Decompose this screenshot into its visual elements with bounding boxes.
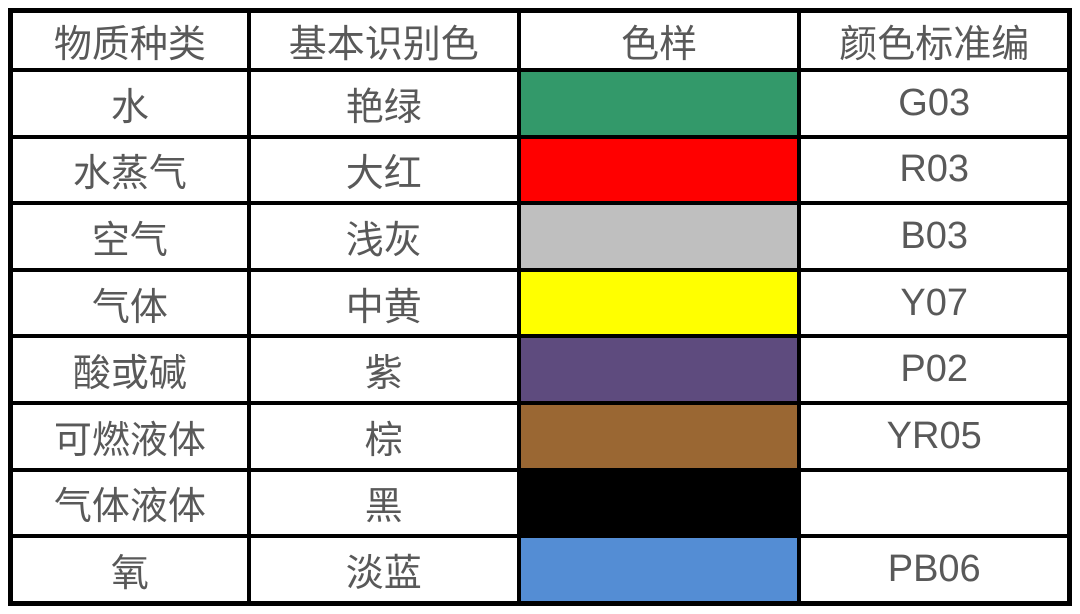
substance-cell: 氧 [8, 534, 251, 606]
color-swatch [516, 134, 802, 206]
color-code-cell: B03 [797, 201, 1072, 272]
table-row: 空气 浅灰 B03 [8, 201, 1072, 272]
header-color-sample: 色样 [516, 8, 802, 72]
table-row: 氧淡蓝 PB06 [8, 534, 1072, 606]
color-swatch [516, 68, 802, 139]
header-substance-type: 物质种类 [8, 8, 251, 72]
color-name-cell: 紫 [246, 334, 521, 406]
substance-cell: 气体液体 [8, 467, 251, 539]
table-row: 水蒸气 大红 R03 [8, 134, 1072, 206]
color-name-cell: 淡蓝 [246, 534, 521, 606]
substance-cell: 空气 [8, 201, 251, 272]
color-name-cell: 黑 [246, 467, 521, 539]
table-row: 气体液体黑 [8, 467, 1072, 539]
color-code-cell: G03 [797, 68, 1072, 139]
header-row: 物质种类 基本识别色 色样 颜色标准编 [8, 8, 1072, 72]
header-identification-color: 基本识别色 [246, 8, 521, 72]
color-name-cell: 大红 [246, 134, 521, 206]
color-swatch [516, 467, 802, 539]
color-name-cell: 中黄 [246, 267, 521, 339]
table-row: 可燃液体棕 YR05 [8, 401, 1072, 472]
color-name-cell: 艳绿 [246, 68, 521, 139]
substance-cell: 酸或碱 [8, 334, 251, 406]
color-swatch [516, 267, 802, 339]
color-swatch [516, 334, 802, 406]
substance-cell: 水 [8, 68, 251, 139]
color-code-cell: P02 [797, 334, 1072, 406]
color-code-cell: YR05 [797, 401, 1072, 472]
table-row: 气体 中黄 Y07 [8, 267, 1072, 339]
color-name-cell: 棕 [246, 401, 521, 472]
substance-cell: 水蒸气 [8, 134, 251, 206]
color-swatch [516, 534, 802, 606]
table-row: 水艳绿 G03 [8, 68, 1072, 139]
color-code-cell: R03 [797, 134, 1072, 206]
substance-cell: 气体 [8, 267, 251, 339]
color-code-cell: PB06 [797, 534, 1072, 606]
color-code-cell: Y07 [797, 267, 1072, 339]
color-code-table: 物质种类 基本识别色 色样 颜色标准编 水艳绿 G03 水蒸气 大红 R03 空气 浅灰 B0… [8, 8, 1072, 606]
color-code-cell [797, 467, 1072, 539]
color-name-cell: 浅灰 [246, 201, 521, 272]
color-swatch [516, 401, 802, 472]
table-row: 酸或碱紫 P02 [8, 334, 1072, 406]
substance-cell: 可燃液体 [8, 401, 251, 472]
header-color-standard-code: 颜色标准编 [797, 8, 1072, 72]
color-swatch [516, 201, 802, 272]
